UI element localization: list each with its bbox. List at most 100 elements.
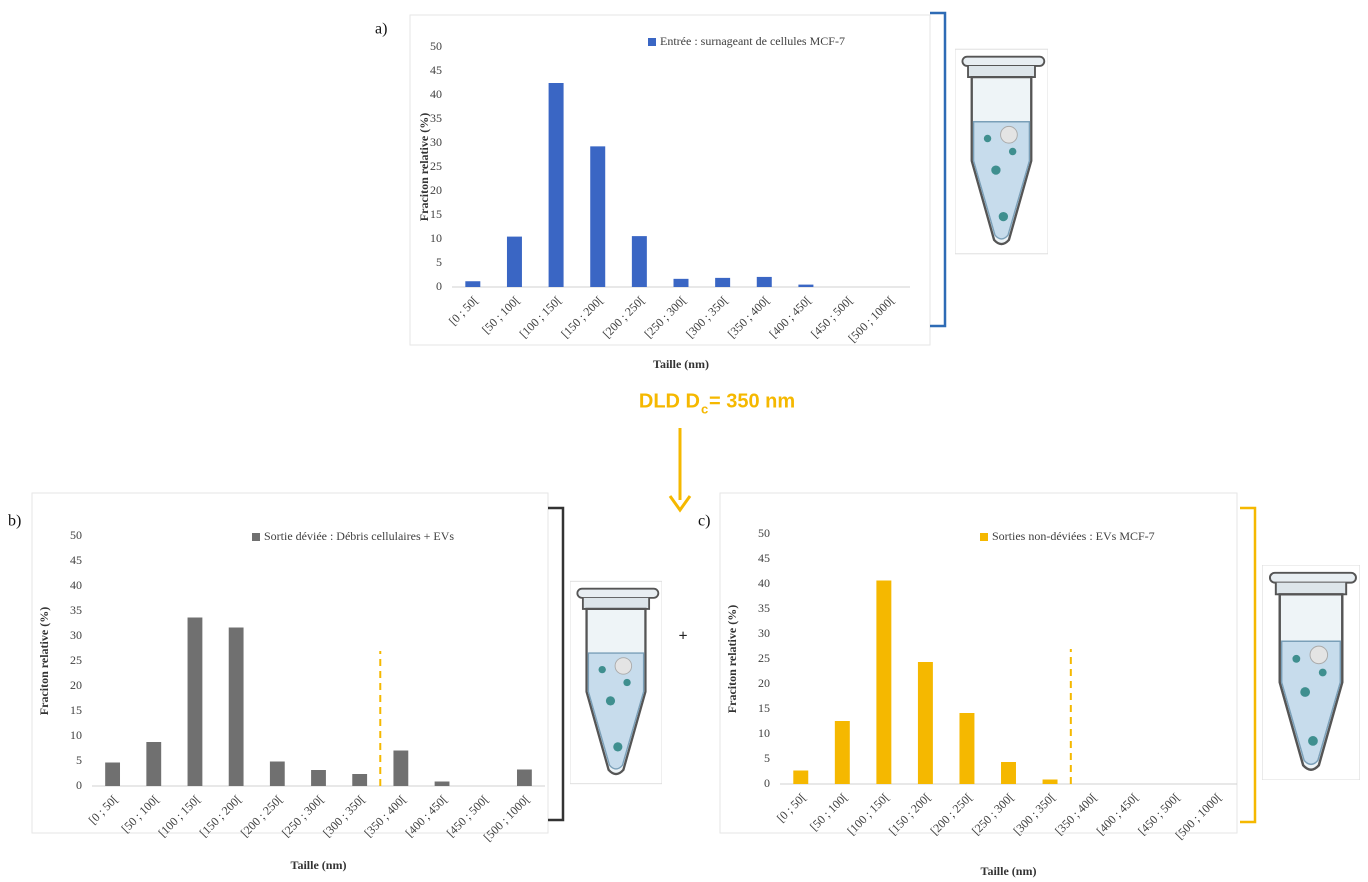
y-tick-label: 10 — [70, 728, 82, 742]
legend-label: Sorties non-déviées : EVs MCF-7 — [992, 529, 1155, 543]
x-tick-label: [400 ; 450[ — [766, 293, 814, 341]
y-tick-label: 25 — [70, 653, 82, 667]
y-tick-label: 45 — [430, 63, 442, 77]
x-tick-label: [150 ; 200[ — [558, 293, 606, 341]
bar — [105, 762, 121, 786]
tube-icon — [570, 580, 662, 785]
bar — [756, 276, 772, 287]
bar — [393, 750, 409, 786]
y-tick-label: 15 — [430, 207, 442, 221]
x-tick-label: [300 ; 350[ — [683, 293, 731, 341]
y-tick-label: 40 — [70, 578, 82, 592]
bar — [506, 236, 522, 287]
x-tick-label: [100 ; 150[ — [517, 293, 565, 341]
bar — [228, 627, 244, 786]
plus-sign: + — [678, 628, 687, 645]
x-tick-label: [200 ; 250[ — [927, 790, 975, 838]
x-tick-label: [0 ; 50[ — [86, 792, 121, 827]
y-tick-label: 5 — [436, 255, 442, 269]
legend-label: Sortie déviée : Débris cellulaires + EVs — [264, 529, 454, 543]
x-tick-label: [300 ; 350[ — [1011, 790, 1059, 838]
y-tick-label: 45 — [758, 551, 770, 565]
legend-label: Entrée : surnageant de cellules MCF-7 — [660, 34, 845, 48]
y-tick-label: 35 — [758, 601, 770, 615]
bar — [516, 769, 532, 786]
bar — [590, 146, 606, 287]
x-tick-label: [0 ; 50[ — [774, 790, 809, 825]
bar — [715, 277, 731, 287]
panel-label: a) — [375, 21, 387, 38]
bar — [798, 284, 814, 287]
tube-icon — [955, 47, 1048, 256]
x-axis-title: Taille (nm) — [653, 357, 709, 371]
y-tick-label: 15 — [70, 703, 82, 717]
bar — [465, 281, 481, 287]
y-tick-label: 20 — [430, 183, 442, 197]
legend-swatch — [648, 38, 656, 46]
y-tick-label: 35 — [430, 111, 442, 125]
y-tick-label: 30 — [430, 135, 442, 149]
legend-swatch — [980, 533, 988, 541]
x-tick-label: [350 ; 400[ — [725, 293, 773, 341]
x-tick-label: [400 ; 450[ — [1094, 790, 1142, 838]
arrow-head — [668, 495, 692, 513]
chart-frame — [409, 14, 931, 346]
y-axis-title: Fraciton relative (%) — [37, 607, 51, 715]
y-tick-label: 25 — [758, 651, 770, 665]
x-tick-label: [0 ; 50[ — [446, 293, 481, 328]
y-tick-label: 0 — [76, 778, 82, 792]
bracket — [548, 506, 565, 822]
x-tick-label: [200 ; 250[ — [600, 293, 648, 341]
x-axis-title: Taille (nm) — [291, 858, 347, 872]
bar — [548, 83, 564, 287]
bar — [1001, 762, 1016, 784]
chart-frame — [31, 492, 549, 834]
y-tick-label: 10 — [430, 231, 442, 245]
bar — [146, 742, 162, 786]
y-tick-label: 50 — [758, 526, 770, 540]
chart-frame — [719, 492, 1238, 834]
y-tick-label: 50 — [430, 39, 442, 53]
bar — [352, 774, 368, 786]
bar — [434, 781, 450, 786]
legend-swatch — [252, 533, 260, 541]
x-tick-label: [150 ; 200[ — [886, 790, 934, 838]
y-tick-label: 45 — [70, 553, 82, 567]
tube-icon — [1262, 565, 1360, 780]
panel-label: c) — [698, 513, 710, 530]
y-tick-label: 20 — [70, 678, 82, 692]
y-tick-label: 15 — [758, 701, 770, 715]
bar — [631, 236, 647, 287]
y-tick-label: 0 — [764, 776, 770, 790]
bar — [834, 721, 850, 784]
y-tick-label: 5 — [76, 753, 82, 767]
y-tick-label: 5 — [764, 751, 770, 765]
bracket — [930, 11, 947, 328]
x-tick-label: [250 ; 300[ — [641, 293, 689, 341]
bar — [269, 761, 285, 786]
x-axis-title: Taille (nm) — [981, 864, 1037, 878]
y-tick-label: 40 — [758, 576, 770, 590]
y-tick-label: 0 — [436, 279, 442, 293]
y-tick-label: 30 — [70, 628, 82, 642]
y-axis-title: Fraciton relative (%) — [417, 113, 431, 221]
bar — [876, 580, 892, 784]
bar — [959, 713, 975, 784]
y-tick-label: 35 — [70, 603, 82, 617]
x-tick-label: [100 ; 150[ — [844, 790, 892, 838]
y-tick-label: 30 — [758, 626, 770, 640]
separation-subscript: c — [701, 401, 708, 416]
separation-text: DLD D — [639, 390, 700, 412]
bracket — [1240, 506, 1257, 824]
panel-label: b) — [8, 513, 21, 530]
y-tick-label: 10 — [758, 726, 770, 740]
bar — [187, 617, 203, 786]
x-tick-label: [350 ; 400[ — [1052, 790, 1100, 838]
y-tick-label: 50 — [70, 528, 82, 542]
y-tick-label: 20 — [758, 676, 770, 690]
bar — [673, 278, 689, 287]
y-axis-title: Fraciton relative (%) — [725, 605, 739, 713]
y-tick-label: 40 — [430, 87, 442, 101]
bar — [311, 770, 326, 786]
